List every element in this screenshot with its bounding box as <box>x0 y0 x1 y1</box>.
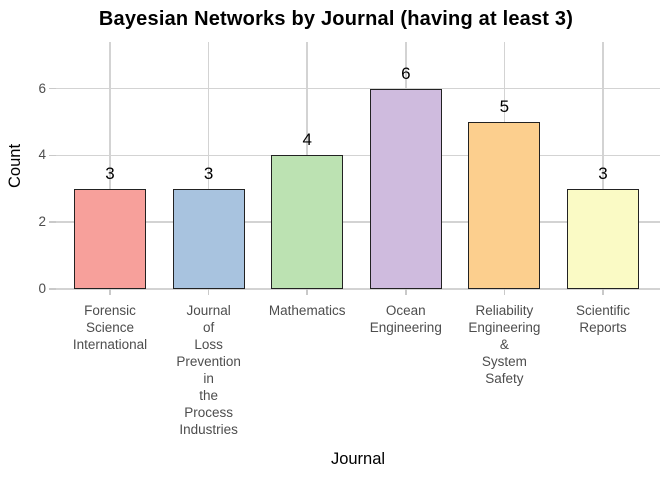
y-tick-mark <box>49 288 56 290</box>
bar <box>271 155 344 289</box>
chart-title: Bayesian Networks by Journal (having at … <box>98 8 574 30</box>
x-tick-mark <box>109 289 111 295</box>
x-axis-title: Journal <box>330 450 386 468</box>
x-tick-label: Forensic Science International <box>72 303 148 352</box>
x-tick-label: Reliability Engineering & System Safety <box>468 303 541 386</box>
y-tick-mark <box>49 221 56 223</box>
y-tick-label: 0 <box>38 281 46 296</box>
bar-value-label: 3 <box>105 163 115 183</box>
y-tick-mark <box>49 154 56 157</box>
y-tick-label: 6 <box>38 80 46 96</box>
x-tick-label: Mathematics <box>268 303 346 318</box>
bar <box>468 122 541 289</box>
y-tick-mark <box>49 87 56 90</box>
h-gridline <box>56 87 660 90</box>
x-tick-label: Ocean Engineering <box>369 303 442 335</box>
bar-value-label: 6 <box>401 63 411 83</box>
x-tick-label: Journal of Loss Prevention in the Proces… <box>176 303 241 437</box>
x-tick-mark <box>405 289 407 295</box>
v-gridline <box>109 42 111 289</box>
bar <box>172 188 245 289</box>
h-gridline <box>56 288 660 290</box>
x-tick-mark <box>207 289 210 295</box>
y-tick-label: 4 <box>38 147 46 163</box>
v-gridline <box>207 42 210 289</box>
h-gridline <box>56 154 660 157</box>
y-tick-label: 2 <box>38 214 46 230</box>
bar-value-label: 5 <box>499 97 510 117</box>
bar <box>369 88 442 289</box>
bar-value-label: 3 <box>203 163 214 183</box>
bar <box>567 188 639 289</box>
plot-panel: 3 3 4 6 5 3 <box>56 42 660 290</box>
x-tick-mark <box>306 289 308 295</box>
x-tick-mark <box>602 289 604 295</box>
bar <box>74 188 146 289</box>
x-tick-mark <box>503 289 506 295</box>
bar-value-label: 3 <box>598 163 608 183</box>
x-tick-label: Scientific Reports <box>575 303 631 335</box>
h-gridline <box>56 221 660 223</box>
v-gridline <box>602 42 604 289</box>
bar-value-label: 4 <box>302 130 312 150</box>
